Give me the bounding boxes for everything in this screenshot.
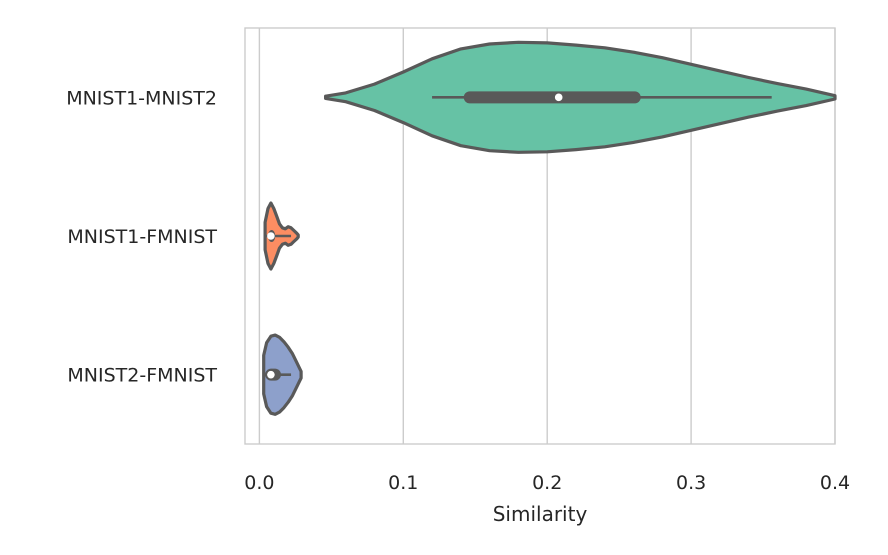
violin-iqr-box-0 xyxy=(463,91,641,104)
x-tick-labels: 0.0 0.1 0.2 0.3 0.4 xyxy=(244,472,850,494)
y-tick-label-0: MNIST1-MNIST2 xyxy=(66,87,217,109)
x-tick-label-1: 0.1 xyxy=(388,472,418,494)
plot-frame xyxy=(244,27,836,445)
violin-median-0 xyxy=(554,93,563,102)
y-tick-label-1: MNIST1-FMNIST xyxy=(67,226,217,248)
x-tick-label-4: 0.4 xyxy=(820,472,850,494)
violins xyxy=(262,40,837,416)
x-tick-label-0: 0.0 xyxy=(244,472,274,494)
x-axis-label: Similarity xyxy=(493,502,588,526)
x-tick-label-2: 0.2 xyxy=(532,472,562,494)
y-tick-labels: MNIST1-MNIST2 MNIST1-FMNIST MNIST2-FMNIST xyxy=(66,87,217,386)
violin-mnist1-mnist2 xyxy=(324,40,837,154)
violin-mnist2-fmnist xyxy=(262,333,303,416)
y-tick-label-2: MNIST2-FMNIST xyxy=(67,365,217,387)
x-tick-label-3: 0.3 xyxy=(676,472,706,494)
violin-mnist1-fmnist xyxy=(263,201,300,271)
violin-median-1 xyxy=(267,232,275,240)
violin-median-2 xyxy=(267,370,275,379)
